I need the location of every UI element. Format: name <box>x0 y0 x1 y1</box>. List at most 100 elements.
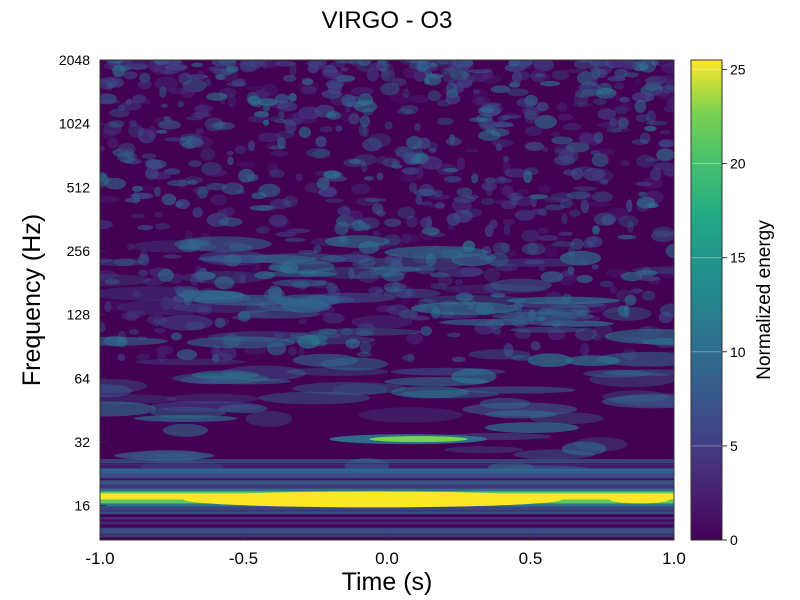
noise-blob <box>269 198 292 209</box>
noise-blob <box>409 95 429 104</box>
noise-blob <box>575 310 588 317</box>
noise-blob <box>227 156 234 166</box>
noise-blob <box>120 148 131 155</box>
noise-streak <box>262 271 338 278</box>
noise-blob <box>353 154 377 166</box>
noise-blob <box>345 338 361 349</box>
noise-blob <box>391 77 407 87</box>
noise-blob <box>238 168 255 183</box>
noise-blob <box>277 136 286 149</box>
noise-blob <box>567 266 575 275</box>
noise-blob <box>269 169 285 178</box>
noise-blob <box>212 122 236 130</box>
noise-blob <box>544 204 566 211</box>
noise-blob <box>141 153 157 160</box>
low-freq-band <box>100 506 674 511</box>
noise-blob <box>408 234 419 244</box>
noise-blob <box>262 104 271 112</box>
noise-blob <box>635 181 653 187</box>
noise-blob <box>530 69 547 83</box>
noise-blob <box>509 192 519 206</box>
noise-blob <box>491 139 514 147</box>
noise-blob <box>417 137 431 149</box>
noise-streak <box>292 382 407 395</box>
noise-blob <box>348 159 361 165</box>
noise-blob <box>127 63 149 70</box>
noise-blob <box>185 116 204 121</box>
noise-streak <box>289 332 341 339</box>
noise-blob <box>154 186 161 197</box>
noise-blob <box>286 228 311 233</box>
noise-blob <box>263 119 270 126</box>
noise-blob <box>203 168 228 177</box>
noise-blob <box>158 120 181 130</box>
noise-blob <box>164 137 186 142</box>
noise-blob <box>336 75 356 82</box>
noise-blob <box>170 332 182 341</box>
noise-blob <box>409 61 433 71</box>
noise-blob <box>157 268 174 282</box>
noise-blob <box>214 74 225 80</box>
noise-streak <box>410 301 519 315</box>
colorbar-tick-label: 15 <box>730 250 746 266</box>
noise-blob <box>299 113 317 124</box>
noise-blob <box>306 334 328 343</box>
noise-streak <box>258 391 371 405</box>
noise-blob <box>486 252 509 267</box>
noise-blob <box>551 70 569 80</box>
noise-blob <box>397 266 420 272</box>
noise-blob <box>100 196 120 203</box>
noise-blob <box>197 186 208 199</box>
noise-blob <box>100 258 113 263</box>
noise-blob <box>652 60 674 67</box>
noise-blob <box>425 73 444 79</box>
noise-blob <box>204 117 224 132</box>
noise-blob <box>544 196 567 203</box>
noise-blob <box>255 226 270 234</box>
low-freq-band <box>100 485 674 489</box>
noise-blob <box>534 73 545 78</box>
noise-blob <box>139 72 151 83</box>
noise-blob <box>298 106 322 120</box>
noise-blob <box>573 186 597 192</box>
noise-blob <box>455 292 474 302</box>
noise-blob <box>191 111 212 118</box>
noise-blob <box>573 92 589 106</box>
noise-blob <box>600 178 609 185</box>
noise-streak <box>197 290 245 301</box>
noise-blob <box>350 183 371 195</box>
noise-blob <box>161 193 177 206</box>
noise-streak <box>308 266 407 279</box>
colorbar-frame <box>690 59 723 541</box>
noise-blob <box>124 148 134 159</box>
colorbar-label: Normalized energy <box>754 220 775 380</box>
noise-blob <box>663 168 674 177</box>
noise-blob <box>251 261 261 272</box>
noise-blob <box>137 224 154 231</box>
noise-blob <box>104 278 120 285</box>
noise-streak <box>561 441 607 456</box>
noise-blob <box>580 199 590 214</box>
noise-blob <box>525 125 543 136</box>
noise-blob <box>652 162 674 171</box>
noise-blob <box>521 106 542 116</box>
noise-blob <box>489 219 498 229</box>
noise-blob <box>125 98 133 106</box>
noise-blob <box>270 116 279 123</box>
noise-streak <box>181 270 267 284</box>
noise-blob <box>187 179 198 185</box>
noise-blob <box>401 233 412 244</box>
noise-blob <box>240 60 259 67</box>
noise-blob <box>506 114 521 119</box>
noise-blob <box>470 71 489 83</box>
noise-blob <box>275 60 297 67</box>
low-freq-band <box>100 528 674 533</box>
noise-blob <box>528 73 550 79</box>
y-tick-label: 128 <box>67 307 91 323</box>
noise-blob <box>599 280 614 288</box>
noise-blob <box>145 167 159 180</box>
noise-blob <box>612 60 621 67</box>
noise-blob <box>322 312 345 324</box>
noise-blob <box>212 352 233 363</box>
